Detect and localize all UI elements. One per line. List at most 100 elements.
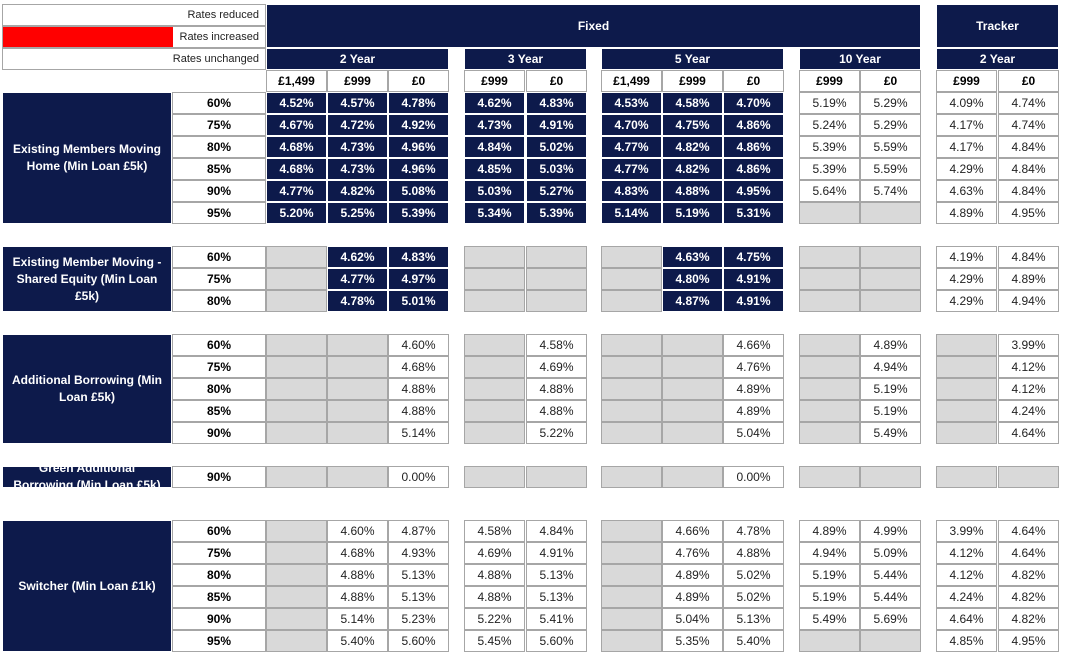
rate-cell: 4.24% bbox=[936, 586, 997, 608]
rate-value: 4.29% bbox=[949, 272, 984, 286]
empty-rate-cell bbox=[936, 378, 997, 400]
rate-cell: 4.70% bbox=[723, 92, 784, 114]
ltv-value: 95% bbox=[206, 634, 232, 648]
rate-value: 5.22% bbox=[539, 426, 574, 440]
ltv-value: 60% bbox=[206, 338, 232, 352]
rate-value: 5.39% bbox=[812, 162, 847, 176]
rate-cell: 5.29% bbox=[860, 92, 921, 114]
rate-value: 5.02% bbox=[539, 140, 574, 154]
rate-cell: 5.19% bbox=[799, 564, 860, 586]
rate-cell: 4.64% bbox=[936, 608, 997, 630]
rate-value: 4.91% bbox=[539, 546, 574, 560]
rate-value: 4.74% bbox=[1011, 96, 1046, 110]
empty-rate-cell bbox=[860, 202, 921, 224]
rate-cell: 4.89% bbox=[723, 378, 784, 400]
rate-cell: 4.84% bbox=[998, 158, 1059, 180]
term-header: 3 Year bbox=[464, 48, 587, 70]
rate-cell: 4.95% bbox=[998, 202, 1059, 224]
rate-value: 4.88% bbox=[477, 590, 512, 604]
rate-cell: 5.22% bbox=[526, 422, 587, 444]
fee-header: £1,499 bbox=[601, 70, 662, 92]
rate-value: 5.13% bbox=[539, 590, 574, 604]
rate-cell: 5.01% bbox=[388, 290, 449, 312]
rate-value: 4.88% bbox=[477, 568, 512, 582]
empty-rate-cell bbox=[526, 466, 587, 488]
rate-cell: 4.83% bbox=[526, 92, 587, 114]
ltv-value: 95% bbox=[206, 206, 232, 220]
rate-value: 5.19% bbox=[873, 382, 908, 396]
rate-cell: 4.86% bbox=[723, 114, 784, 136]
rate-value: 4.94% bbox=[1011, 294, 1046, 308]
rate-cell: 4.94% bbox=[860, 356, 921, 378]
empty-rate-cell bbox=[601, 400, 662, 422]
empty-rate-cell bbox=[601, 586, 662, 608]
rate-value: 4.97% bbox=[401, 272, 436, 286]
fee-header: £999 bbox=[799, 70, 860, 92]
rate-value: 4.29% bbox=[949, 294, 984, 308]
ltv-label: 85% bbox=[172, 158, 266, 180]
fee-header-label: £1,499 bbox=[613, 74, 650, 88]
rate-value: 5.13% bbox=[539, 568, 574, 582]
rate-value: 4.77% bbox=[340, 272, 375, 286]
ltv-label: 80% bbox=[172, 290, 266, 312]
rate-value: 4.75% bbox=[736, 250, 771, 264]
empty-rate-cell bbox=[601, 630, 662, 652]
empty-rate-cell bbox=[601, 542, 662, 564]
rate-cell: 4.64% bbox=[998, 542, 1059, 564]
rate-value: 4.89% bbox=[736, 404, 771, 418]
rate-cell: 4.29% bbox=[936, 158, 997, 180]
rate-value: 4.78% bbox=[736, 524, 771, 538]
rate-value: 4.62% bbox=[477, 96, 512, 110]
empty-rate-cell bbox=[936, 400, 997, 422]
rate-cell: 4.82% bbox=[327, 180, 388, 202]
rate-cell: 4.19% bbox=[936, 246, 997, 268]
legend-increased-label: Rates increased bbox=[179, 31, 260, 43]
rate-value: 4.91% bbox=[736, 272, 771, 286]
rate-cell: 4.66% bbox=[723, 334, 784, 356]
ltv-value: 85% bbox=[206, 590, 232, 604]
rate-cell: 4.68% bbox=[266, 158, 327, 180]
rate-cell: 4.88% bbox=[327, 564, 388, 586]
legend-rates-unchanged: Rates unchanged bbox=[2, 48, 266, 70]
ltv-value: 85% bbox=[206, 162, 232, 176]
rate-value: 5.40% bbox=[340, 634, 375, 648]
rate-value: 4.94% bbox=[873, 360, 908, 374]
rate-value: 4.12% bbox=[949, 568, 984, 582]
fee-header-label: £0 bbox=[1021, 74, 1036, 88]
rate-value: 5.44% bbox=[873, 568, 908, 582]
rate-value: 5.09% bbox=[873, 546, 908, 560]
empty-rate-cell bbox=[464, 422, 525, 444]
rate-value: 4.91% bbox=[736, 294, 771, 308]
rate-value: 4.82% bbox=[1011, 590, 1046, 604]
ltv-value: 60% bbox=[206, 96, 232, 110]
rate-cell: 4.76% bbox=[723, 356, 784, 378]
rate-cell: 4.12% bbox=[936, 564, 997, 586]
rate-cell: 4.84% bbox=[998, 246, 1059, 268]
rate-value: 4.24% bbox=[949, 590, 984, 604]
rate-value: 5.49% bbox=[873, 426, 908, 440]
fee-header-label: £0 bbox=[549, 74, 564, 88]
rate-cell: 4.52% bbox=[266, 92, 327, 114]
ltv-value: 90% bbox=[206, 612, 232, 626]
fee-header: £999 bbox=[662, 70, 723, 92]
rate-cell: 5.34% bbox=[464, 202, 525, 224]
rate-value: 4.77% bbox=[614, 162, 649, 176]
empty-rate-cell bbox=[601, 334, 662, 356]
rate-value: 4.88% bbox=[340, 568, 375, 582]
ltv-label: 95% bbox=[172, 630, 266, 652]
ltv-value: 90% bbox=[206, 184, 232, 198]
rate-value: 4.64% bbox=[1011, 546, 1046, 560]
rate-value: 4.84% bbox=[1011, 140, 1046, 154]
rate-value: 4.64% bbox=[949, 612, 984, 626]
rate-value: 4.78% bbox=[401, 96, 436, 110]
fee-header: £999 bbox=[936, 70, 997, 92]
rate-cell: 4.82% bbox=[998, 608, 1059, 630]
rate-cell: 4.84% bbox=[998, 180, 1059, 202]
rate-cell: 5.19% bbox=[860, 378, 921, 400]
empty-rate-cell bbox=[601, 378, 662, 400]
empty-rate-cell bbox=[662, 378, 723, 400]
empty-rate-cell bbox=[601, 356, 662, 378]
rate-cell: 4.89% bbox=[936, 202, 997, 224]
tracker-header: Tracker bbox=[936, 4, 1059, 48]
empty-rate-cell bbox=[266, 290, 327, 312]
